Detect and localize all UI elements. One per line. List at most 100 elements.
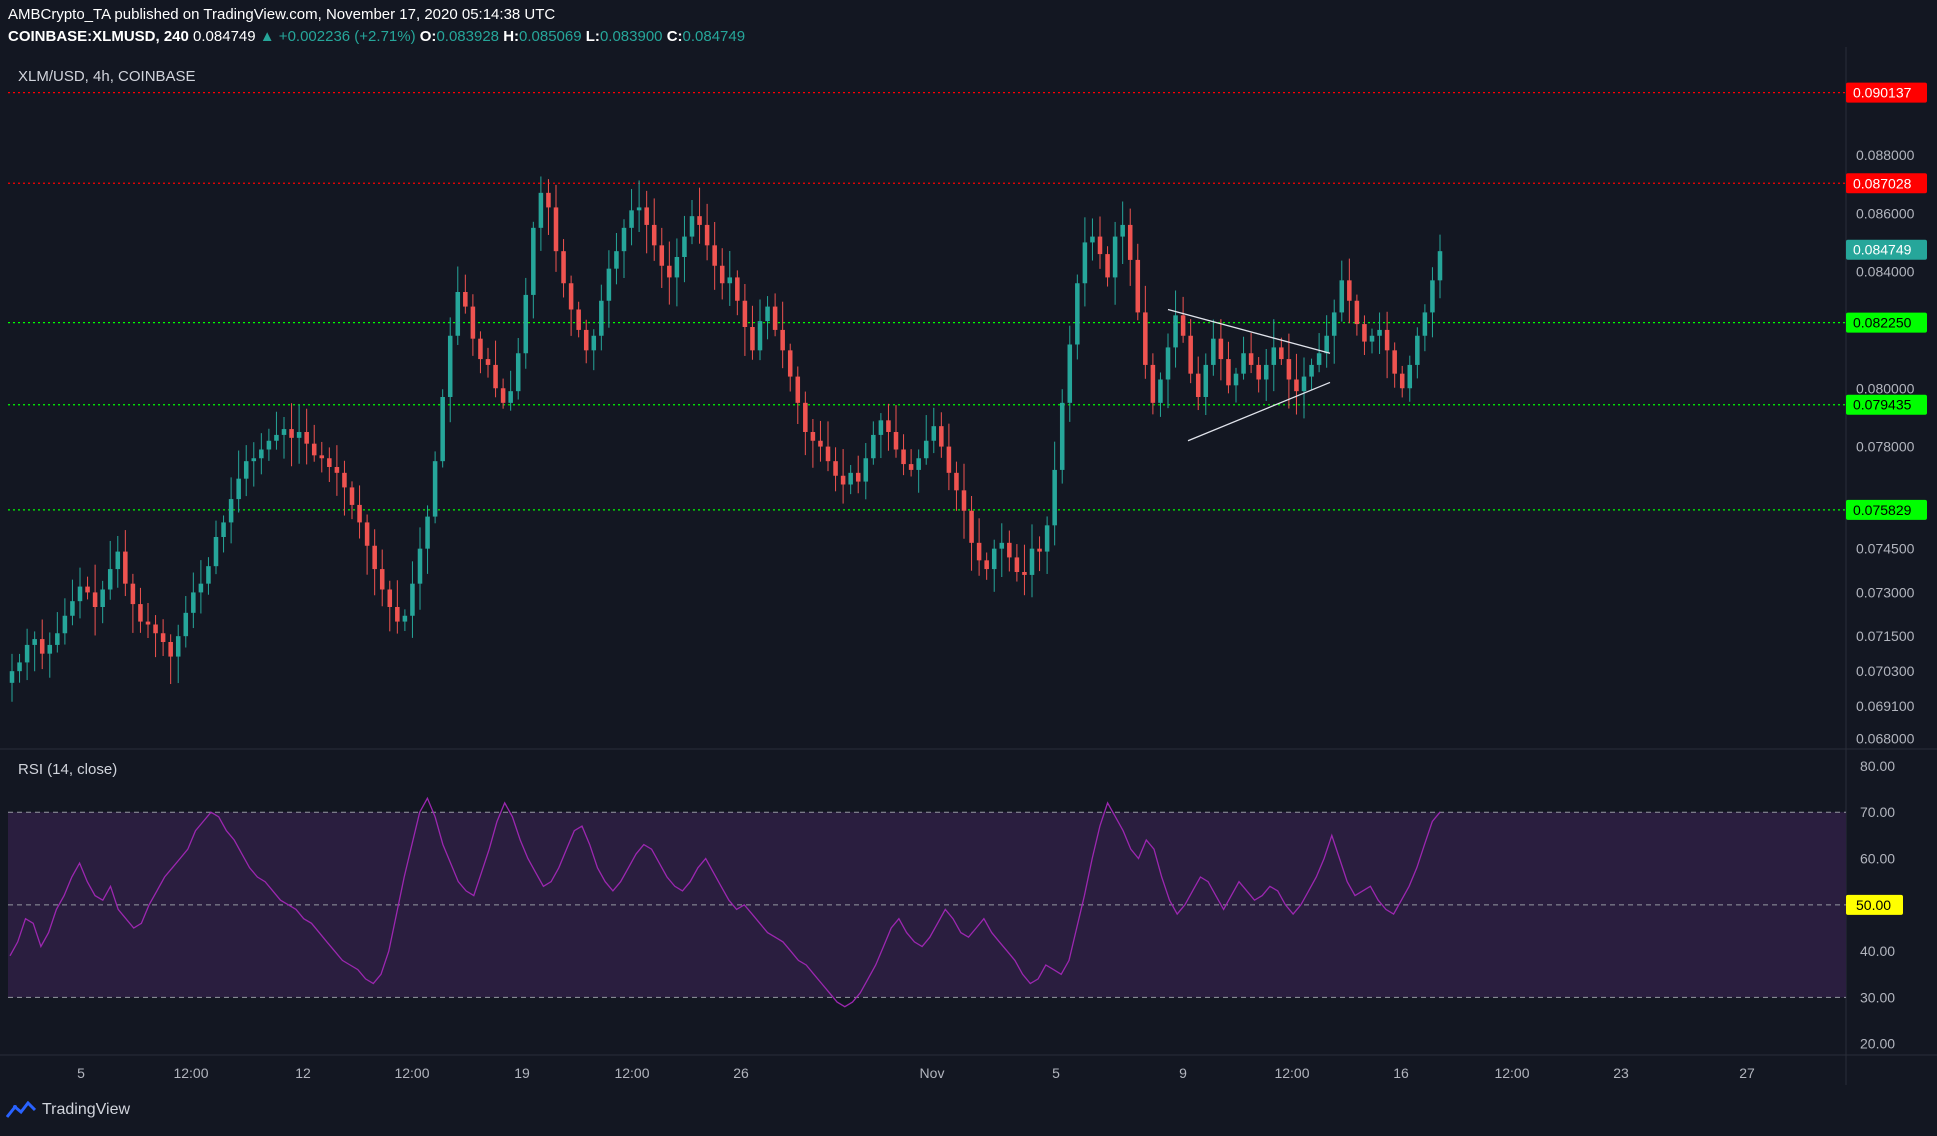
candle-body	[311, 443, 317, 456]
candle-body	[440, 397, 445, 462]
candle-body	[1248, 353, 1254, 365]
symbol-ohlc-bar: COINBASE:XLMUSD, 240 0.084749 ▲ +0.00223…	[8, 28, 745, 45]
candle-body	[1233, 373, 1239, 386]
candle-body	[1392, 350, 1397, 374]
candle-body	[712, 245, 717, 266]
candle-body	[772, 306, 778, 330]
publish-info: AMBCrypto_TA published on TradingView.co…	[8, 6, 556, 23]
candle-body	[568, 283, 574, 310]
candle-body	[636, 207, 642, 211]
candle-body	[1203, 364, 1209, 397]
candle-body	[727, 277, 733, 284]
candle-body	[455, 292, 461, 336]
candle-body	[228, 499, 234, 523]
candle-body	[1226, 359, 1231, 386]
candle-body	[939, 426, 944, 447]
level-badge	[1846, 499, 1927, 520]
candle-body	[1120, 224, 1125, 237]
candle-body	[387, 589, 393, 607]
candle-body	[274, 434, 279, 441]
rsi-y-tick-label: 40.00	[1860, 943, 1895, 959]
candle-body	[1195, 373, 1201, 397]
candle-body	[39, 639, 45, 654]
candle-body	[750, 327, 755, 351]
candle-body	[954, 472, 959, 491]
x-tick-label: 12:00	[394, 1065, 429, 1081]
candle-body	[886, 420, 891, 432]
candle-body	[17, 662, 22, 672]
x-tick-label: 12:00	[614, 1065, 649, 1081]
candle-body	[342, 472, 347, 488]
candle-body	[1437, 251, 1443, 281]
candle-body	[1294, 379, 1299, 392]
candle-body	[85, 586, 90, 593]
x-tick-label: 19	[514, 1065, 530, 1081]
candle-body	[1218, 338, 1224, 360]
candle-body	[561, 251, 566, 284]
y-tick-label: 0.086000	[1856, 205, 1915, 221]
rsi-y-tick-label: 80.00	[1860, 758, 1895, 774]
candle-body	[1067, 344, 1073, 403]
low-label: L:	[585, 28, 600, 45]
candle-body	[485, 359, 491, 365]
candle-body	[447, 335, 453, 397]
candle-body	[795, 376, 801, 403]
candle-body	[1158, 379, 1163, 403]
close-label: C:	[666, 28, 683, 45]
tradingview-logo-icon	[6, 1101, 36, 1118]
candle-body	[674, 257, 680, 278]
x-tick-label: 23	[1613, 1065, 1629, 1081]
rsi-line	[9, 796, 1441, 1008]
candle-body	[1044, 525, 1050, 552]
footer-brand-label: TradingView	[42, 1101, 131, 1118]
y-tick-label: 0.069100	[1856, 698, 1915, 714]
level-label: 0.087028	[1853, 175, 1912, 191]
last-price-value: 0.084749	[193, 28, 256, 45]
chart-title: XLM/USD, 4h, COINBASE	[18, 68, 196, 85]
level-badge	[1846, 312, 1927, 333]
candle-body	[379, 569, 385, 590]
candle-body	[357, 504, 362, 523]
x-tick-label: Nov	[920, 1065, 945, 1081]
candle-body	[425, 516, 430, 549]
candle-body	[500, 388, 506, 403]
candle-body	[296, 432, 302, 438]
last-price-badge	[1846, 239, 1927, 260]
candle-body	[1127, 224, 1133, 260]
candle-body	[259, 449, 264, 459]
footer-brand[interactable]: TradingView	[6, 1101, 130, 1119]
x-tick-label: 12	[295, 1065, 311, 1081]
candle-body	[334, 467, 340, 473]
candle-body	[1052, 469, 1057, 526]
candle-body	[659, 245, 665, 266]
candle-body	[1271, 347, 1277, 365]
candle-body	[629, 210, 634, 228]
candle-body	[1362, 324, 1367, 342]
candle-body	[213, 537, 219, 567]
y-tick-label: 0.070300	[1856, 663, 1915, 679]
candle-body	[787, 350, 793, 377]
y-tick-label: 0.088000	[1856, 147, 1915, 163]
candle-body	[531, 227, 536, 295]
candle-body	[478, 338, 483, 360]
candle-body	[1014, 557, 1020, 572]
x-tick-label: 9	[1179, 1065, 1187, 1081]
level-badge	[1846, 82, 1927, 103]
level-label: 0.079435	[1853, 397, 1912, 413]
x-tick-label: 12:00	[1494, 1065, 1529, 1081]
candle-body	[780, 329, 785, 351]
candle-body	[191, 592, 196, 613]
candle-body	[742, 300, 748, 327]
level-badge	[1846, 394, 1927, 415]
candle-body	[651, 224, 657, 246]
candle-body	[538, 192, 544, 228]
y-tick-label: 0.073000	[1856, 584, 1915, 600]
candle-body	[1097, 236, 1103, 255]
candle-body	[916, 458, 921, 470]
high-label: H:	[503, 28, 520, 45]
candle-body	[1165, 347, 1171, 380]
candle-body	[304, 432, 309, 444]
candle-body	[47, 644, 53, 654]
candle-body	[70, 601, 75, 616]
